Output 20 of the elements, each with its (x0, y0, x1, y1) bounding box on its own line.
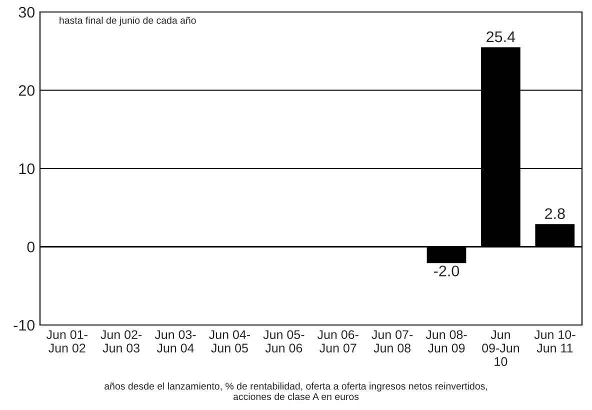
x-tick-label: Jun 01- Jun 02 (46, 330, 88, 353)
x-tick-label: Jun 07- Jun 08 (372, 330, 413, 353)
y-tick-label: 0 (27, 242, 35, 252)
y-tick-label: -10 (14, 320, 35, 331)
y-tick-label: 20 (18, 85, 35, 96)
x-tick-label: Jun 04- Jun 05 (209, 330, 250, 353)
text: años desde el lanzamiento, % de rentabilidad, oferta a oferta ingresos netos reinvertidos, acciones de clase A en euros (104, 382, 487, 400)
data-label: -2.0 (434, 266, 460, 276)
x-tick-label: Jun 06- Jun 07 (317, 330, 358, 353)
x-tick-label: Jun 05- Jun 06 (263, 330, 304, 353)
x-tick-label: Jun 02- Jun 03 (100, 330, 142, 353)
annotation: hasta final de junio de cada año (60, 16, 196, 26)
data-label: 25.4 (486, 31, 516, 42)
x-tick-label: Jun 03- Jun 04 (154, 330, 196, 353)
y-tick-label: 30 (18, 6, 35, 18)
data-label: 2.8 (545, 208, 565, 220)
x-tick-label: Jun 10- Jun 11 (534, 330, 576, 353)
x-tick-label: Jun 08- Jun 09 (426, 330, 467, 353)
x-tick-label: Jun 09-Jun 10 (482, 330, 519, 366)
y-tick-label: 10 (19, 163, 35, 174)
